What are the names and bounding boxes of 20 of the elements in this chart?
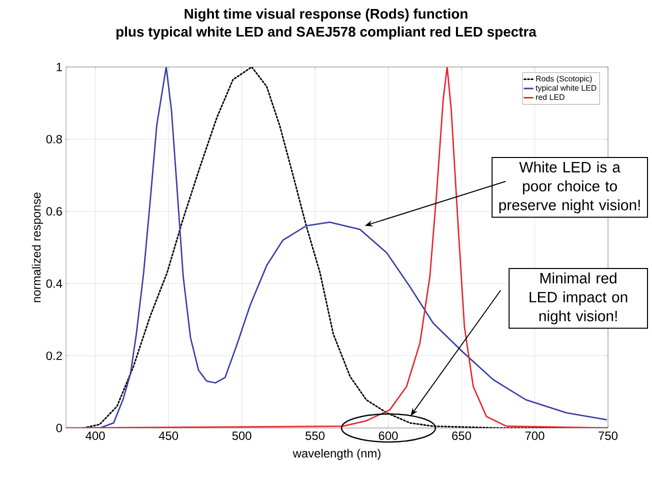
x-tick-label: 450 — [158, 432, 178, 440]
x-tick-label: 600 — [378, 432, 398, 440]
x-tick-label: 400 — [86, 432, 105, 440]
chart-title: Night time visual response (Rods) function — [184, 8, 468, 22]
x-tick-label: 650 — [452, 432, 472, 440]
x-tick-label: 750 — [598, 432, 618, 440]
y-tick-label: 1 — [56, 62, 62, 72]
x-tick-label: 550 — [306, 432, 325, 440]
y-tick-label: 0 — [56, 424, 62, 432]
x-tick-label: 500 — [232, 432, 252, 440]
y-tick-label: 0.6 — [46, 207, 62, 216]
y-tick-label: 0.4 — [46, 279, 62, 288]
annotation: White LED is a poor choice to preserve night vision! — [499, 161, 640, 214]
x-tick-label: 700 — [525, 432, 544, 440]
y-tick-label: 0.8 — [46, 134, 62, 144]
annotation: Minimal red LED impact on night vision! — [530, 272, 628, 324]
chart-subtitle: plus typical white LED and SAEJ578 compliant red LED spectra — [116, 26, 537, 40]
x-axis-title: wavelength (nm) — [292, 448, 380, 460]
y-tick-label: 0.2 — [46, 352, 62, 360]
y-axis-title: normalized response — [32, 192, 44, 302]
